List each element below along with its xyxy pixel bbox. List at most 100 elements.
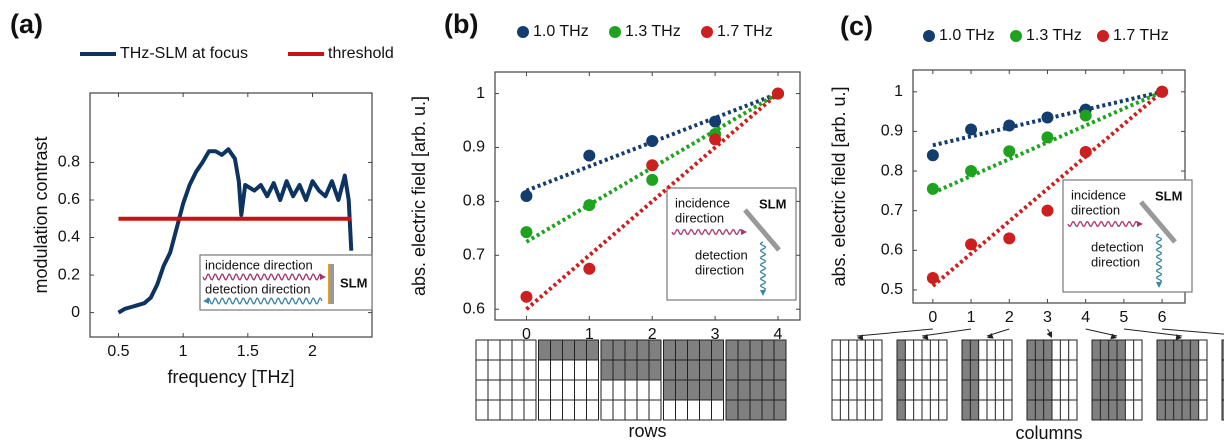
data-point [709, 133, 722, 146]
panel-label: (b) [444, 9, 478, 39]
data-point [965, 165, 978, 178]
data-point [1156, 85, 1169, 98]
data-point [520, 190, 533, 202]
y-tick-label: 1 [894, 83, 903, 100]
data-line [117, 147, 354, 315]
x-tick-label: 0.5 [107, 343, 129, 360]
arrow-head [760, 290, 766, 296]
pattern-fill [663, 340, 724, 400]
y-axis-label: modulation contrast [31, 136, 51, 293]
data-point [1003, 232, 1016, 245]
slm [329, 264, 334, 304]
fit-line [525, 92, 780, 311]
pattern-illustration [663, 339, 724, 421]
data-point [965, 123, 978, 136]
incidence-wave [1067, 220, 1140, 228]
arrow-head [1137, 221, 1143, 227]
data-point [1003, 145, 1016, 158]
inset-box [199, 254, 373, 311]
detection-wave [1155, 233, 1163, 285]
y-tick-label: 0.6 [58, 191, 80, 208]
data-point [926, 149, 939, 162]
y-tick-label: 0 [71, 304, 80, 321]
x-tick-label: 0 [522, 326, 531, 343]
x-axis-label: columns [1015, 423, 1082, 443]
pattern-illustration [538, 339, 599, 421]
panel-label: (a) [10, 9, 43, 39]
fit-line [931, 90, 1164, 288]
y-tick-label: 0.8 [58, 154, 80, 171]
arrow-head [987, 332, 994, 339]
x-tick-label: 0 [928, 309, 937, 326]
x-tick-label: 4 [774, 326, 783, 343]
plot-frame [89, 92, 373, 338]
detection-wave [206, 297, 323, 305]
pattern-illustration [896, 339, 948, 421]
pattern-arrow [1123, 328, 1183, 337]
slm [743, 208, 781, 252]
pattern-arrow [921, 328, 972, 337]
pattern-arrow [1162, 328, 1224, 335]
inset-text: SLM [759, 196, 786, 211]
data-point [583, 149, 596, 162]
pattern-illustration [475, 339, 537, 421]
arrow-head [1110, 333, 1117, 340]
x-tick-label: 2 [1005, 309, 1014, 326]
inset-text: detection [695, 247, 748, 262]
pattern-illustration [600, 339, 662, 421]
data-point [1079, 109, 1092, 122]
arrow-head [922, 333, 929, 340]
x-tick-label: 1 [179, 343, 188, 360]
arrow-head [741, 229, 747, 235]
pattern-illustration [1091, 339, 1143, 421]
inset-text: direction [675, 210, 724, 225]
x-tick-label: 3 [711, 326, 720, 343]
x-tick-label: 1 [967, 309, 976, 326]
data-point [965, 238, 978, 251]
arrow-head [1046, 331, 1052, 338]
y-tick-label: 0.2 [58, 266, 80, 283]
data-point [646, 159, 659, 172]
incidence-wave [671, 228, 744, 236]
data-point [520, 226, 533, 239]
legend-label: 1.7 THz [717, 23, 773, 40]
x-tick-label: 5 [1119, 309, 1128, 326]
incidence-wave [202, 273, 323, 281]
inset-text: SLM [1155, 188, 1182, 203]
x-tick-label: 2 [648, 326, 657, 343]
y-tick-label: 0.9 [463, 139, 485, 156]
legend-label: threshold [328, 45, 394, 62]
data-point [771, 87, 784, 100]
data-point [646, 173, 659, 186]
data-point [709, 115, 722, 128]
y-tick-label: 0.8 [881, 162, 903, 179]
slm [1139, 200, 1177, 244]
x-tick-label: 6 [1158, 309, 1167, 326]
legend-swatch [517, 26, 529, 38]
data-point [583, 262, 596, 275]
x-tick-label: 1 [585, 326, 594, 343]
legend-label: 1.3 THz [1026, 27, 1082, 44]
arrow-head [1156, 282, 1162, 288]
legend-label: 1.3 THz [625, 23, 681, 40]
y-axis-label: abs. electric field [arb. u.] [409, 96, 429, 296]
y-tick-label: 0.6 [463, 300, 485, 317]
legend-label: 1.7 THz [1113, 27, 1169, 44]
pattern-illustration [1221, 339, 1224, 421]
y-tick-label: 1 [476, 85, 485, 102]
arrow-head [1175, 334, 1182, 341]
pattern-fill [538, 340, 599, 360]
y-axis-label: abs. electric field [arb. u.] [829, 86, 849, 286]
inset-text: detection [1091, 239, 1144, 254]
data-point [1041, 111, 1054, 124]
pattern-illustration [961, 339, 1013, 421]
legend-swatch [1010, 30, 1022, 42]
pattern-illustration [1156, 339, 1208, 421]
y-tick-label: 0.6 [881, 242, 903, 259]
panel-label: (c) [840, 11, 873, 41]
inset-text: incidence direction [205, 257, 313, 272]
legend-swatch [1097, 30, 1109, 42]
y-tick-label: 0.4 [58, 229, 80, 246]
data-point [583, 199, 596, 212]
